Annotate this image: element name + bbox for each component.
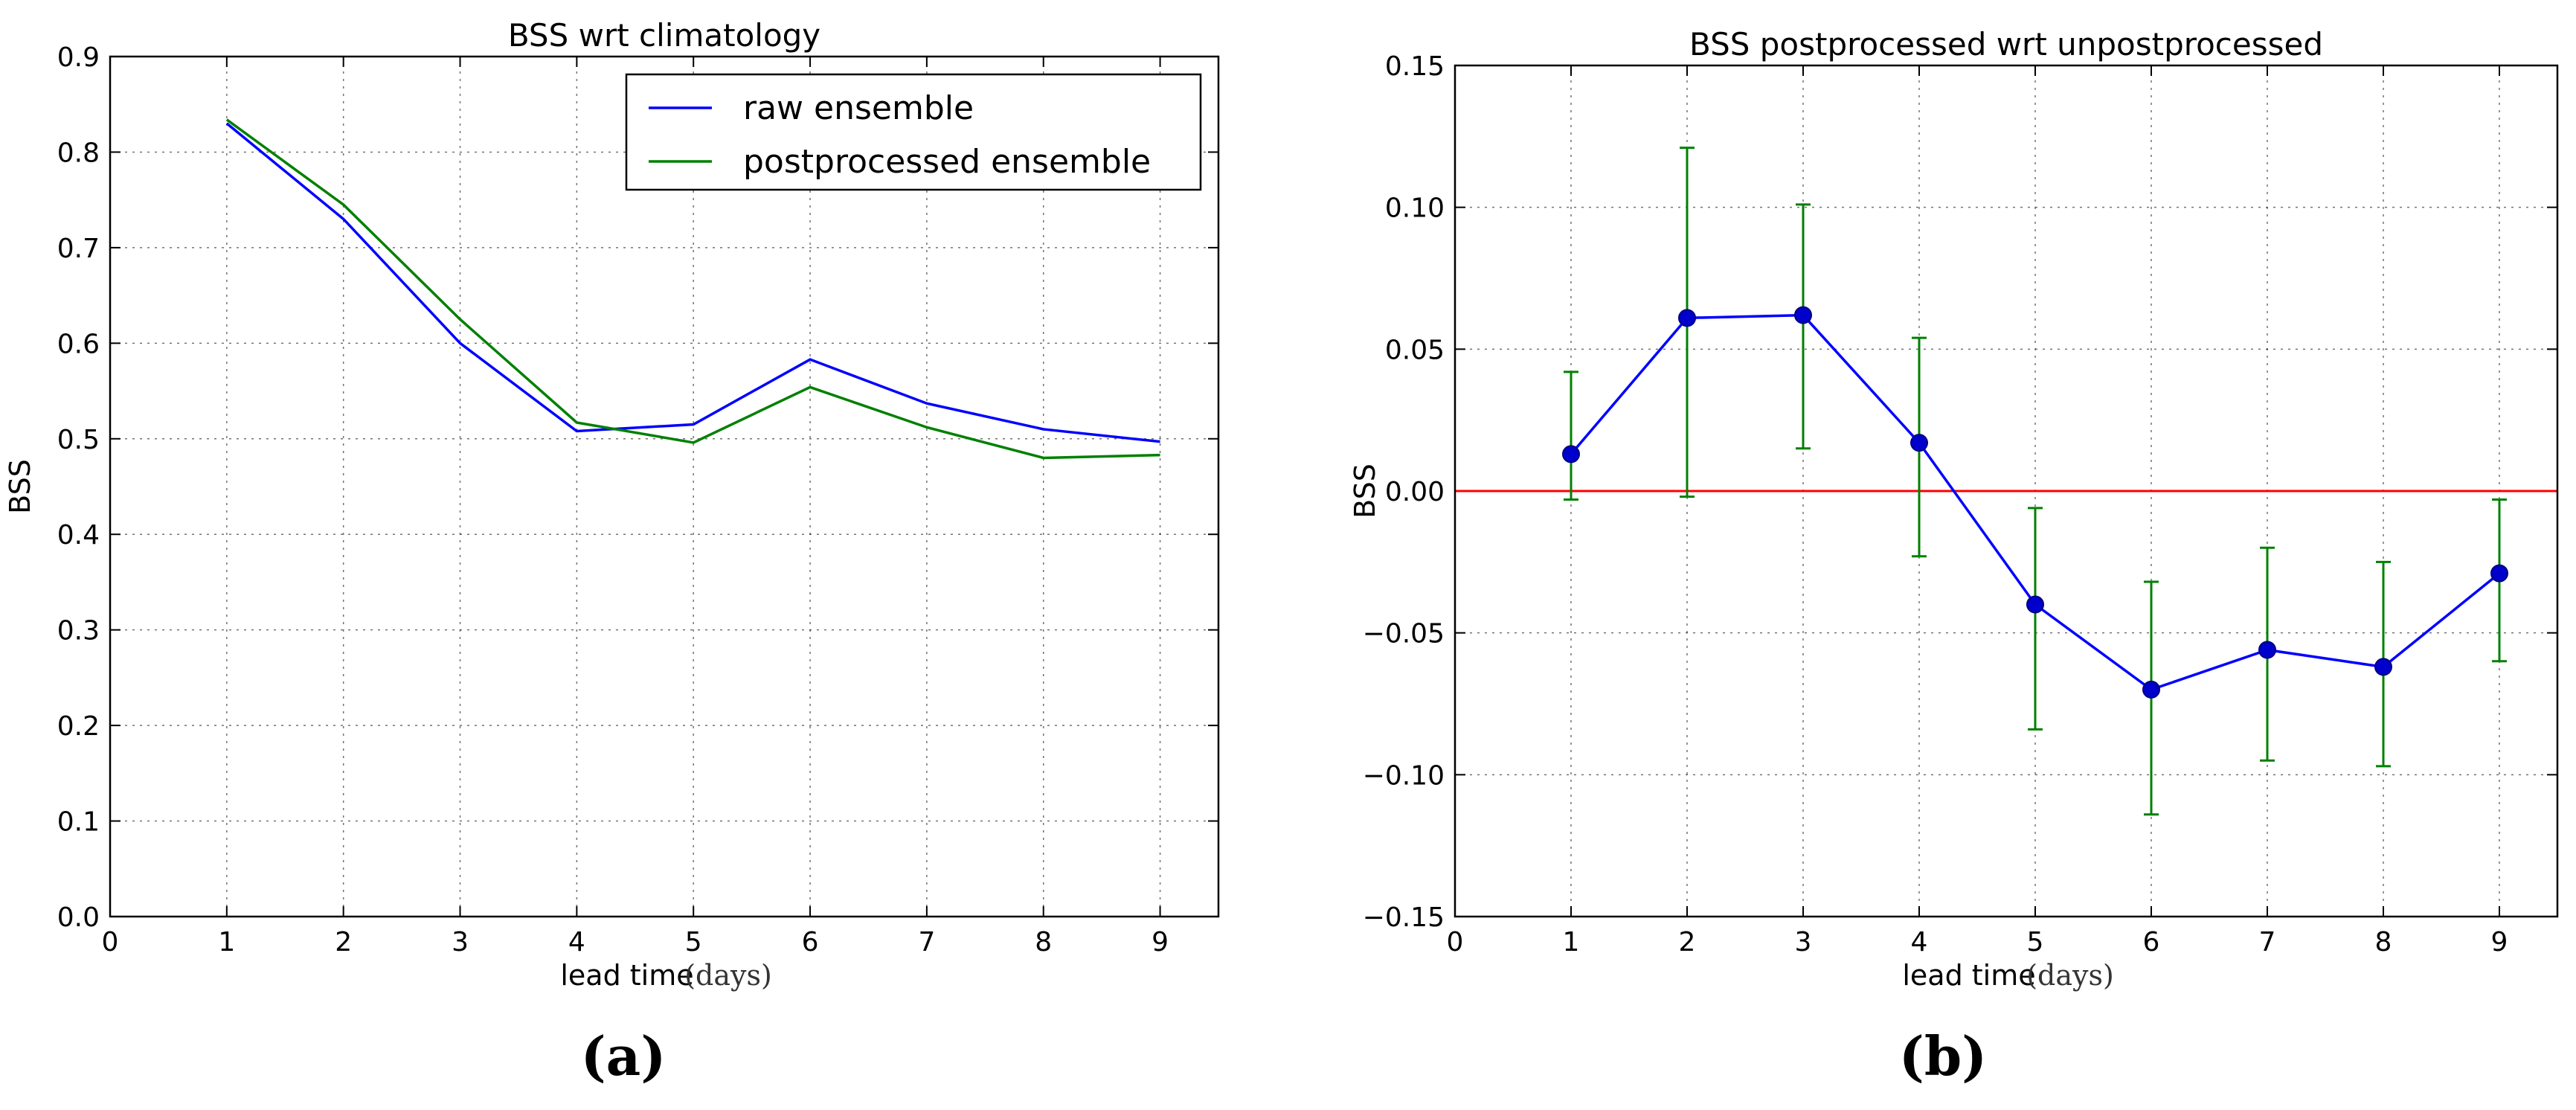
x-tick-label: 1 (1563, 927, 1580, 957)
y-tick-label: −0.15 (1363, 902, 1445, 933)
x-tick-label: 1 (218, 927, 235, 957)
y-tick-label: −0.05 (1363, 619, 1445, 649)
data-point (2026, 595, 2044, 614)
y-tick-label: 0.00 (1385, 477, 1445, 507)
y-tick-label: 0.0 (57, 902, 100, 933)
x-tick-label: 4 (1911, 927, 1928, 957)
x-tick-label: 9 (1152, 927, 1169, 957)
x-axis-unit: (days) (684, 959, 772, 992)
plot-frame (109, 55, 1220, 918)
x-tick-label: 7 (2259, 927, 2276, 957)
y-tick-label: 0.3 (57, 616, 100, 647)
y-tick-label: 0.10 (1385, 193, 1445, 224)
data-point (1910, 434, 1928, 452)
data-point (1562, 445, 1580, 463)
chart-title: BSS wrt climatology (508, 17, 820, 54)
data-point (2258, 641, 2276, 659)
plot-frame (1454, 64, 2559, 918)
x-axis-label: lead time (560, 959, 693, 992)
y-tick-label: 0.5 (57, 425, 100, 455)
x-tick-label: 0 (1447, 927, 1464, 957)
y-tick-label: 0.6 (57, 329, 100, 359)
x-axis-unit: (days) (2026, 959, 2114, 992)
y-tick-label: 0.9 (57, 42, 100, 73)
chart-title: BSS postprocessed wrt unpostprocessed (1689, 26, 2323, 62)
legend-box (625, 73, 1202, 191)
y-tick-label: 0.05 (1385, 335, 1445, 365)
y-axis-label: BSS (1349, 463, 1381, 519)
series-line-2 (225, 118, 1160, 460)
y-tick-label: 0.1 (57, 807, 100, 838)
legend: raw ensemble postprocessed ensemble (625, 73, 1202, 191)
data-point (2142, 680, 2160, 699)
y-tick-label: 0.2 (57, 711, 100, 742)
y-tick-label: −0.10 (1363, 760, 1445, 791)
x-tick-label: 8 (2375, 927, 2392, 957)
x-tick-label: 0 (102, 927, 119, 957)
data-point (2374, 658, 2392, 676)
chart-panel-a: 0.0 0.1 0.2 0.3 0.4 0.5 0.6 0.7 0.8 0.9 0 1 2 3 4 5 6 7 8 9… (4, 17, 1220, 1088)
x-tick-label: 2 (1679, 927, 1696, 957)
y-tick-label: 0.15 (1385, 51, 1445, 82)
y-tick-label: 0.7 (57, 234, 100, 264)
x-axis-label: lead time (1902, 959, 2035, 992)
x-tick-label: 2 (335, 927, 352, 957)
x-tick-label: 6 (802, 927, 819, 957)
series-line-1 (225, 122, 1160, 443)
x-tick-label: 3 (452, 927, 469, 957)
chart-panel-b: −0.15 −0.10 −0.05 0.00 0.05 0.10 0.15 0 1 2 3 4 5 6 7 8… (1349, 26, 2559, 1088)
legend-label-2: postprocessed ensemble (743, 143, 1151, 181)
x-tick-label: 8 (1035, 927, 1052, 957)
x-tick-label: 9 (2491, 927, 2508, 957)
panel-label: (a) (581, 1024, 667, 1088)
x-tick-label: 5 (2027, 927, 2044, 957)
x-tick-label: 6 (2143, 927, 2160, 957)
x-tick-label: 4 (568, 927, 585, 957)
y-tick-label: 0.8 (57, 138, 100, 168)
x-tick-label: 5 (685, 927, 702, 957)
data-point (2490, 564, 2508, 583)
y-axis-label: BSS (4, 459, 36, 514)
panel-label: (b) (1899, 1024, 1987, 1088)
x-tick-label: 3 (1795, 927, 1812, 957)
legend-label-1: raw ensemble (743, 89, 974, 127)
y-tick-label: 0.4 (57, 520, 100, 551)
data-point (1678, 309, 1696, 327)
data-point (1794, 306, 1812, 324)
x-tick-label: 7 (918, 927, 935, 957)
